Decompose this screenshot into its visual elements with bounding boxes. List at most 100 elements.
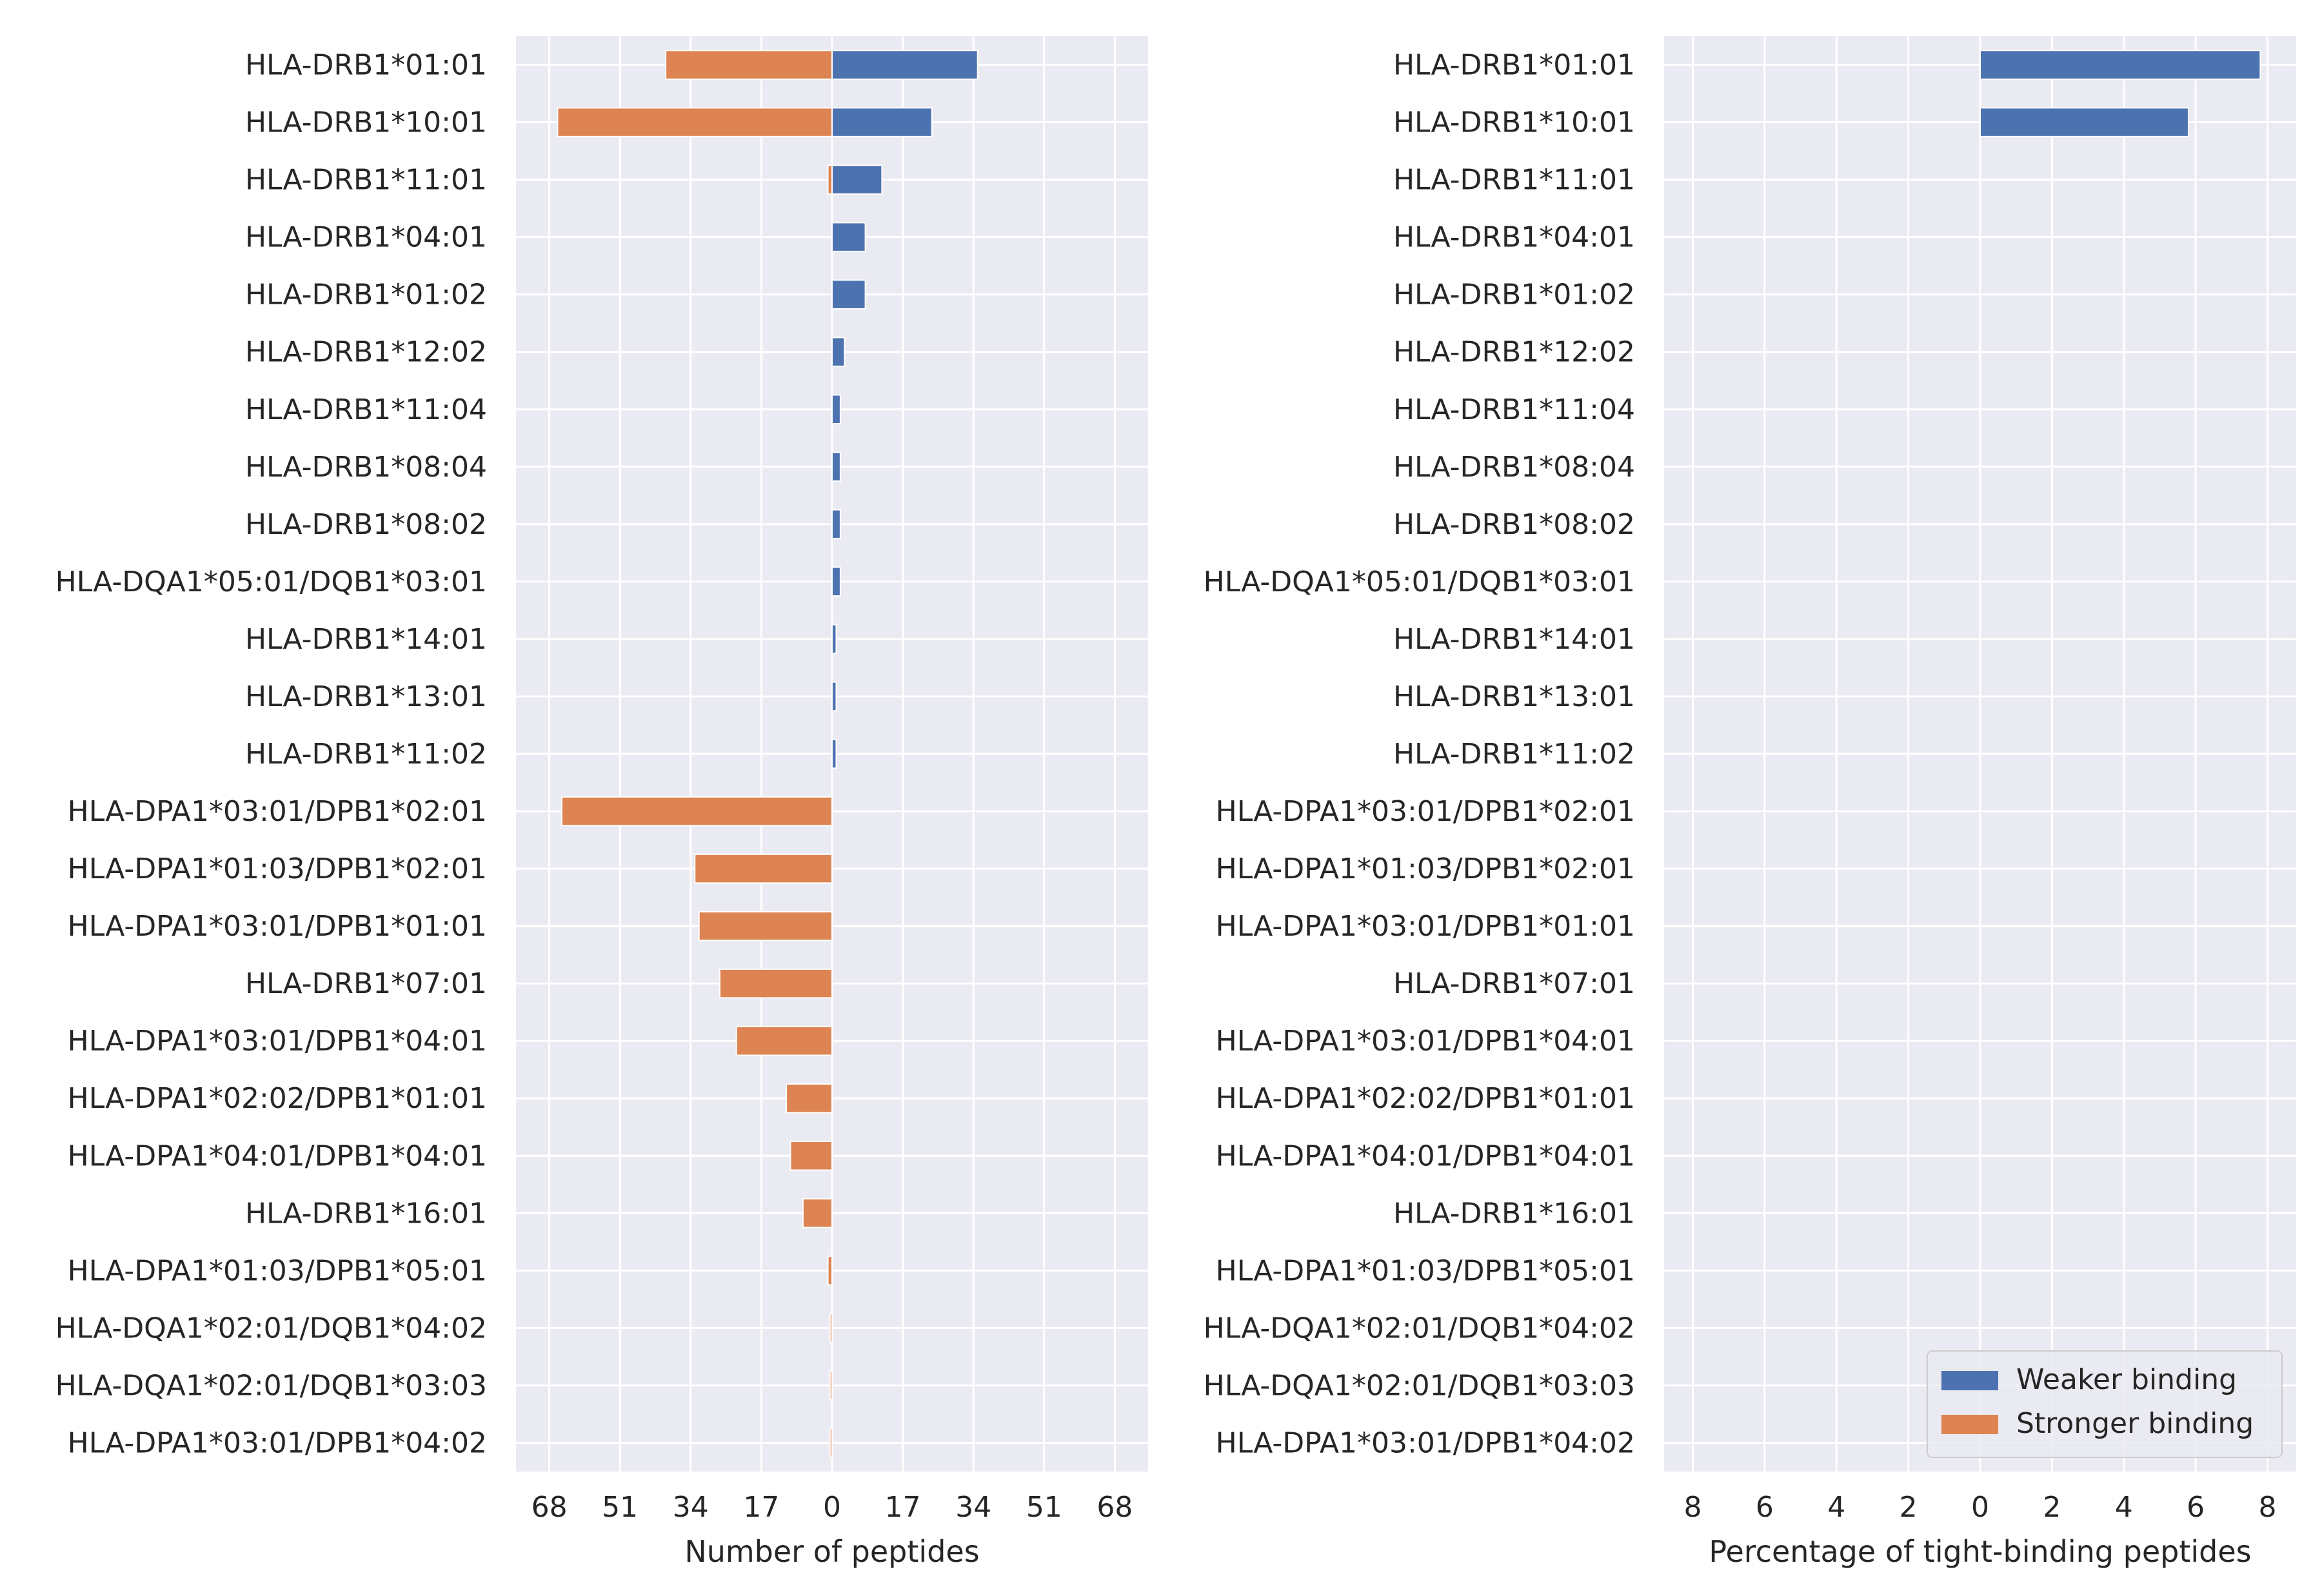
y-tick-label: HLA-DRB1*13:01 <box>1393 680 1635 713</box>
y-tick-label: HLA-DRB1*01:01 <box>1393 49 1635 82</box>
y-tick-label: HLA-DQA1*05:01/DQB1*03:01 <box>55 566 487 598</box>
x-tick-label: 6 <box>1756 1491 1774 1524</box>
bar-left-18 <box>786 1083 833 1114</box>
y-tick-label: HLA-DRB1*08:04 <box>245 451 487 484</box>
bar-right-0 <box>831 50 978 80</box>
x-tick-label: 68 <box>1096 1491 1133 1524</box>
bar-left-1 <box>557 107 833 137</box>
legend-swatch <box>1941 1415 1998 1434</box>
y-tick-label: HLA-DPA1*04:01/DPB1*04:01 <box>1216 1139 1635 1172</box>
y-tick-label: HLA-DRB1*11:04 <box>1393 393 1635 426</box>
x-axis-label: Percentage of tight-binding peptides <box>1709 1534 2251 1569</box>
bar-right-4 <box>831 279 866 310</box>
bar-left-14 <box>694 853 833 884</box>
y-tick-label: HLA-DRB1*11:02 <box>245 738 487 771</box>
bar-right-2 <box>831 164 883 195</box>
legend-label: Stronger binding <box>2016 1407 2254 1440</box>
y-tick-label: HLA-DRB1*11:01 <box>245 164 487 197</box>
y-tick-label: HLA-DRB1*11:01 <box>1393 164 1635 197</box>
bar-left-16 <box>719 968 833 999</box>
y-tick-label: HLA-DPA1*03:01/DPB1*01:01 <box>1216 910 1635 943</box>
y-tick-label: HLA-DRB1*14:01 <box>1393 623 1635 656</box>
x-tick-label: 2 <box>1900 1491 1918 1524</box>
y-tick-label: HLA-DPA1*01:03/DPB1*05:01 <box>1216 1254 1635 1287</box>
y-tick-label: HLA-DPA1*01:03/DPB1*02:01 <box>68 852 487 885</box>
y-tick-label: HLA-DRB1*08:04 <box>1393 451 1635 484</box>
y-tick-label: HLA-DPA1*03:01/DPB1*04:01 <box>68 1025 487 1058</box>
y-tick-label: HLA-DPA1*01:03/DPB1*05:01 <box>68 1254 487 1287</box>
bar-right-9 <box>831 566 841 597</box>
x-tick-label: 8 <box>1684 1491 1702 1524</box>
y-tick-label: HLA-DPA1*01:03/DPB1*02:01 <box>1216 852 1635 885</box>
bar-right-11 <box>831 681 837 712</box>
y-tick-label: HLA-DQA1*02:01/DQB1*04:02 <box>55 1312 487 1345</box>
bar-right-1 <box>831 107 933 137</box>
x-tick-label: 34 <box>673 1491 709 1524</box>
legend: Weaker binding Stronger binding <box>1927 1350 2283 1458</box>
x-tick-label: 6 <box>2187 1491 2205 1524</box>
y-tick-label: HLA-DPA1*03:01/DPB1*02:01 <box>1216 795 1635 828</box>
y-tick-label: HLA-DRB1*16:01 <box>1393 1197 1635 1230</box>
bar-left-20 <box>802 1198 833 1228</box>
x-tick-label: 8 <box>2258 1491 2276 1524</box>
bar-left-0 <box>665 50 833 80</box>
x-axis-label: Number of peptides <box>684 1534 979 1569</box>
y-tick-label: HLA-DRB1*12:02 <box>1393 336 1635 369</box>
y-tick-label: HLA-DPA1*03:01/DPB1*04:02 <box>68 1426 487 1459</box>
y-tick-label: HLA-DQA1*05:01/DQB1*03:01 <box>1204 566 1635 598</box>
bar-left-22 <box>829 1313 833 1343</box>
bar-left-2 <box>827 164 833 195</box>
legend-label: Weaker binding <box>2016 1363 2237 1396</box>
x-tick-label: 4 <box>2115 1491 2133 1524</box>
y-tick-label: HLA-DRB1*01:02 <box>1393 279 1635 311</box>
y-tick-label: HLA-DQA1*02:01/DQB1*04:02 <box>1204 1312 1635 1345</box>
bar-right-6 <box>831 394 841 425</box>
bar-left-23 <box>829 1370 833 1401</box>
bar-left-24 <box>829 1428 833 1458</box>
y-tick-label: HLA-DRB1*08:02 <box>1393 508 1635 541</box>
bar-right-12 <box>831 738 837 769</box>
legend-swatch <box>1941 1371 1998 1390</box>
y-tick-label: HLA-DRB1*07:01 <box>245 967 487 1000</box>
y-tick-label: HLA-DRB1*16:01 <box>245 1197 487 1230</box>
x-tick-label: 4 <box>1827 1491 1845 1524</box>
bar-left-13 <box>561 796 833 827</box>
y-tick-label: HLA-DRB1*01:02 <box>245 279 487 311</box>
y-tick-label: HLA-DRB1*10:01 <box>245 106 487 139</box>
y-tick-label: HLA-DPA1*02:02/DPB1*01:01 <box>1216 1082 1635 1115</box>
x-tick-label: 0 <box>823 1491 841 1524</box>
bar-right-3 <box>831 222 866 252</box>
bar-left-17 <box>735 1025 833 1056</box>
bar-left-19 <box>789 1141 833 1171</box>
x-tick-label: 17 <box>743 1491 779 1524</box>
x-tick-label: 68 <box>531 1491 568 1524</box>
y-tick-label: HLA-DRB1*07:01 <box>1393 967 1635 1000</box>
y-tick-label: HLA-DRB1*10:01 <box>1393 106 1635 139</box>
y-tick-label: HLA-DRB1*04:01 <box>245 221 487 254</box>
x-tick-label: 17 <box>885 1491 921 1524</box>
x-tick-label: 34 <box>955 1491 991 1524</box>
bar-right-8 <box>831 509 841 540</box>
chart-panel-2: 8 6 4 2 0 2 4 6 8 HLA-DRB1*01:01 HLA-DRB1*10:01 HLA… <box>1204 36 2296 1569</box>
x-tick-label: 51 <box>1026 1491 1062 1524</box>
bar-right-0 <box>1980 50 2261 80</box>
y-tick-label: HLA-DRB1*13:01 <box>245 680 487 713</box>
x-tick-label: 0 <box>1971 1491 1989 1524</box>
y-tick-label: HLA-DPA1*03:01/DPB1*04:02 <box>1216 1426 1635 1459</box>
y-tick-label: HLA-DRB1*04:01 <box>1393 221 1635 254</box>
y-tick-label: HLA-DQA1*02:01/DQB1*03:03 <box>55 1369 487 1402</box>
x-tick-label: 51 <box>602 1491 638 1524</box>
bar-right-7 <box>831 451 841 482</box>
y-tick-label: HLA-DRB1*14:01 <box>245 623 487 656</box>
legend-box <box>1927 1350 2283 1458</box>
bar-right-1 <box>1980 107 2189 137</box>
bar-left-15 <box>698 911 833 941</box>
bar-right-10 <box>831 624 837 655</box>
y-tick-label: HLA-DPA1*03:01/DPB1*02:01 <box>68 795 487 828</box>
bar-right-5 <box>831 337 846 367</box>
y-tick-label: HLA-DPA1*04:01/DPB1*04:01 <box>68 1139 487 1172</box>
chart-panel-1: 68 51 34 17 0 17 34 51 68 HLA-DRB1*01:01 HLA-DRB1*… <box>55 36 1148 1569</box>
y-tick-label: HLA-DRB1*11:04 <box>245 393 487 426</box>
x-tick-label: 2 <box>2043 1491 2061 1524</box>
